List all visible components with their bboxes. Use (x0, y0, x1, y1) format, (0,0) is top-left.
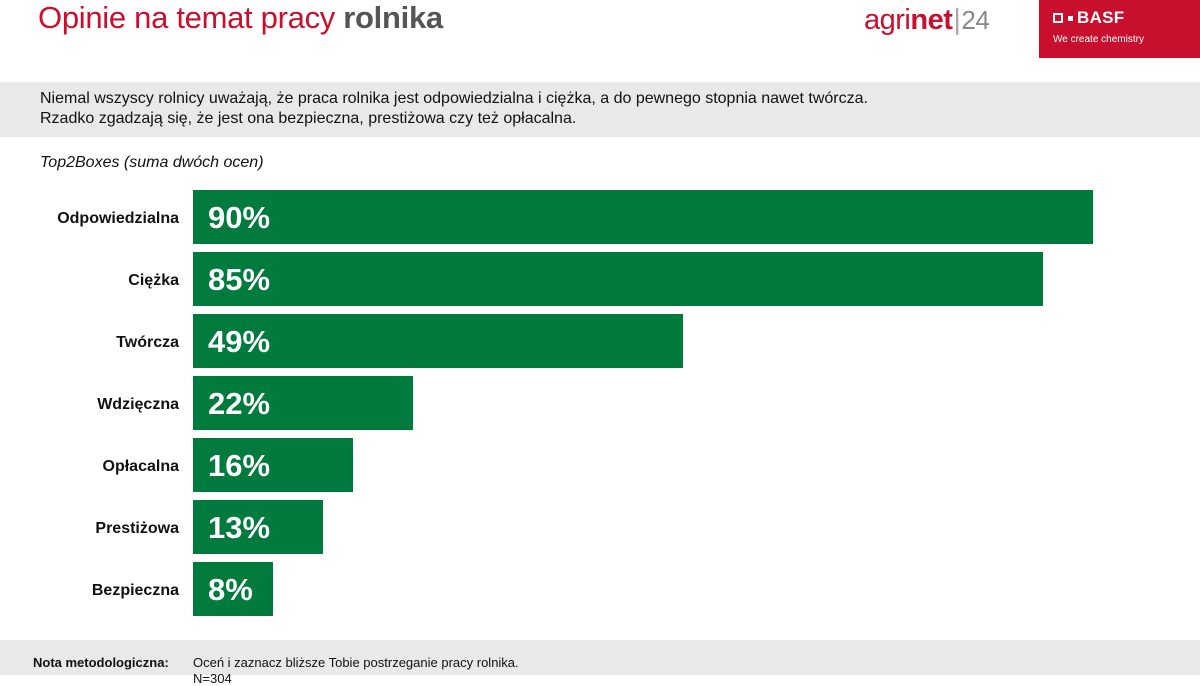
bar-bezpieczna (193, 562, 273, 616)
agrinet-logo-part1: agri (864, 4, 911, 36)
agrinet-logo-separator: | (953, 4, 961, 36)
bar-odpowiedzialna (193, 190, 1093, 244)
basf-logo: BASF We create chemistry (1039, 0, 1200, 58)
footer-text: Oceń i zaznacz bliższe Tobie postrzegani… (193, 655, 519, 670)
basf-name: BASF (1077, 8, 1125, 27)
value-label-prestizowa: 13% (208, 510, 270, 545)
agrinet-logo-part2: net (910, 4, 953, 36)
category-label-wdzieczna: Wdzięczna (97, 396, 179, 413)
intro-line-2: Rzadko zgadzają się, że jest ona bezpiec… (40, 110, 577, 127)
value-label-tworcza: 49% (208, 324, 270, 359)
footer-text-2: N=304 (193, 671, 232, 686)
intro-line-1: Niemal wszyscy rolnicy uważają, że praca… (40, 90, 868, 107)
bar-prestizowa (193, 500, 323, 554)
value-label-wdzieczna: 22% (208, 386, 270, 421)
category-label-bezpieczna: Bezpieczna (92, 582, 179, 599)
bar-tworcza (193, 314, 683, 368)
bar-wdzieczna (193, 376, 413, 430)
value-label-odpowiedzialna: 90% (208, 200, 270, 235)
value-label-bezpieczna: 8% (208, 572, 253, 607)
basf-dot-icon (1068, 16, 1073, 21)
category-label-opacalna: Opłacalna (103, 458, 180, 475)
agrinet-logo: agrinet|24 (864, 4, 990, 37)
footer-note: Nota metodologiczna: Oceń i zaznacz bliż… (0, 640, 1200, 686)
bar-opacalna (193, 438, 353, 492)
footer-label: Nota metodologiczna: (33, 655, 169, 670)
intro-box: Niemal wszyscy rolnicy uważają, że praca… (0, 82, 1200, 137)
bar-ciezka (193, 252, 1043, 306)
page-title: Opinie na temat pracy rolnika (38, 0, 443, 35)
value-label-opacalna: 16% (208, 448, 270, 483)
category-label-odpowiedzialna: Odpowiedzialna (57, 210, 179, 227)
agrinet-logo-number: 24 (961, 5, 990, 35)
basf-tagline: We create chemistry (1053, 34, 1144, 45)
chart-subtitle: Top2Boxes (suma dwóch ocen) (40, 154, 264, 171)
category-label-ciezka: Ciężka (128, 272, 179, 289)
basf-square-icon (1053, 13, 1063, 23)
value-label-ciezka: 85% (208, 262, 270, 297)
category-label-prestizowa: Prestiżowa (95, 520, 179, 537)
category-label-tworcza: Twórcza (116, 334, 179, 351)
